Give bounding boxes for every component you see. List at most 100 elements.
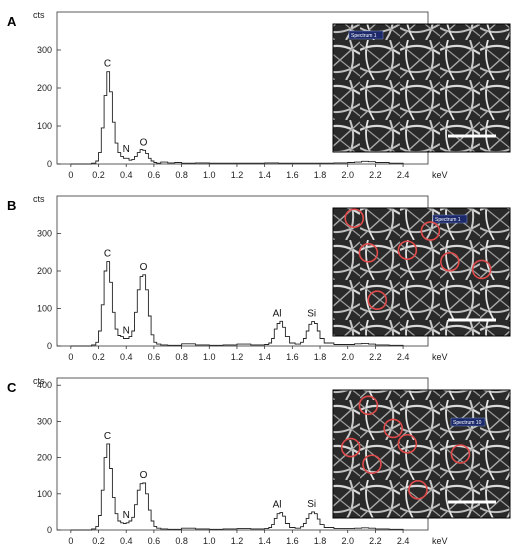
x-tick-label: 0.6: [148, 536, 161, 546]
y-tick-label: 0: [47, 525, 52, 535]
x-tick-label: 0.6: [148, 170, 161, 180]
y-tick-label: 300: [37, 416, 52, 426]
particle-circle: [408, 480, 428, 500]
particle-circle: [367, 290, 388, 310]
particle-circle: [450, 444, 471, 464]
particle-circle: [471, 259, 492, 280]
x-tick-label: 0.2: [92, 352, 105, 362]
x-tick-label: 2.2: [369, 170, 382, 180]
y-axis-label: cts: [33, 10, 45, 20]
y-tick-label: 100: [37, 304, 52, 314]
particle-circle: [344, 208, 365, 229]
x-tick-label: 1.8: [314, 170, 327, 180]
x-axis-unit: keV: [432, 536, 448, 546]
particle-circle: [397, 240, 418, 261]
spectrum-tag: [348, 30, 384, 40]
spectrum-line: [70, 261, 404, 347]
spectrum-line: [70, 443, 404, 531]
spectrum-tag-text: Spectrum 1: [435, 217, 461, 223]
particle-circle: [397, 433, 418, 454]
particle-circle: [362, 454, 382, 475]
y-tick-label: 200: [37, 266, 52, 276]
x-tick-label: 1.6: [286, 352, 299, 362]
x-axis-unit: keV: [432, 352, 448, 362]
x-tick-label: 0.8: [175, 352, 188, 362]
y-tick-label: 200: [37, 453, 52, 463]
x-tick-label: 0.8: [175, 170, 188, 180]
x-tick-label: 0: [68, 536, 73, 546]
y-tick-label: 0: [47, 159, 52, 169]
x-tick-label: 2.0: [341, 536, 354, 546]
panel-label: C: [7, 380, 17, 395]
peak-label-c: C: [104, 431, 111, 442]
spectrum-line: [70, 71, 404, 165]
x-tick-label: 2.4: [397, 536, 410, 546]
x-tick-label: 0.8: [175, 536, 188, 546]
particle-circle: [420, 221, 441, 241]
particle-circle: [358, 395, 379, 416]
peak-label-n: N: [123, 326, 130, 337]
y-tick-label: 100: [37, 121, 52, 131]
sem-fiber-texture: [332, 23, 511, 153]
peak-label-n: N: [123, 144, 130, 155]
peak-label-o: O: [140, 470, 148, 481]
peak-label-al: Al: [273, 308, 282, 319]
peak-label-c: C: [104, 249, 111, 260]
x-tick-label: 1.0: [203, 170, 216, 180]
x-tick-label: 2.2: [369, 352, 382, 362]
x-tick-label: 0.4: [120, 352, 133, 362]
spectrum-tag-text: Spectrum 10: [453, 420, 482, 426]
peak-label-si: Si: [307, 499, 316, 510]
x-tick-label: 1.4: [258, 170, 271, 180]
x-tick-label: 0: [68, 170, 73, 180]
particle-circle: [383, 418, 403, 439]
spectrum-tag-text: Spectrum 1: [351, 33, 377, 39]
x-tick-label: 1.2: [231, 536, 244, 546]
y-tick-label: 0: [47, 341, 52, 351]
x-tick-label: 1.0: [203, 352, 216, 362]
peak-label-al: Al: [273, 500, 282, 511]
x-tick-label: 1.8: [314, 536, 327, 546]
x-tick-label: 2.2: [369, 536, 382, 546]
sem-inset-image: Spectrum 1: [332, 207, 511, 337]
x-tick-label: 1.2: [231, 352, 244, 362]
x-tick-label: 0.4: [120, 536, 133, 546]
panel-label: A: [7, 14, 17, 29]
y-tick-label: 300: [37, 45, 52, 55]
spectrum-tag: [450, 417, 486, 427]
x-tick-label: 1.0: [203, 536, 216, 546]
y-axis-label: cts: [33, 194, 45, 204]
x-tick-label: 1.2: [231, 170, 244, 180]
peak-label-c: C: [104, 59, 111, 70]
x-tick-label: 1.8: [314, 352, 327, 362]
sem-inset-image: Spectrum 10: [332, 389, 511, 519]
x-tick-label: 0.2: [92, 170, 105, 180]
sem-inset-image: Spectrum 1: [332, 23, 511, 153]
x-tick-label: 2.0: [341, 170, 354, 180]
peak-label-o: O: [140, 262, 148, 273]
x-tick-label: 1.6: [286, 170, 299, 180]
x-tick-label: 0.4: [120, 170, 133, 180]
panel-label: B: [7, 198, 16, 213]
y-tick-label: 100: [37, 489, 52, 499]
x-tick-label: 2.0: [341, 352, 354, 362]
y-tick-label: 300: [37, 229, 52, 239]
x-axis-unit: keV: [432, 170, 448, 180]
x-tick-label: 0.6: [148, 352, 161, 362]
x-tick-label: 0: [68, 352, 73, 362]
y-tick-label: 400: [37, 380, 52, 390]
particle-circle: [440, 251, 460, 272]
x-tick-label: 1.6: [286, 536, 299, 546]
peak-label-n: N: [123, 510, 130, 521]
x-tick-label: 2.4: [397, 170, 410, 180]
peak-label-si: Si: [307, 309, 316, 320]
peak-label-o: O: [140, 137, 148, 148]
y-axis-label: cts: [33, 376, 45, 386]
particle-circle: [340, 437, 361, 458]
x-tick-label: 2.4: [397, 352, 410, 362]
y-tick-label: 200: [37, 83, 52, 93]
